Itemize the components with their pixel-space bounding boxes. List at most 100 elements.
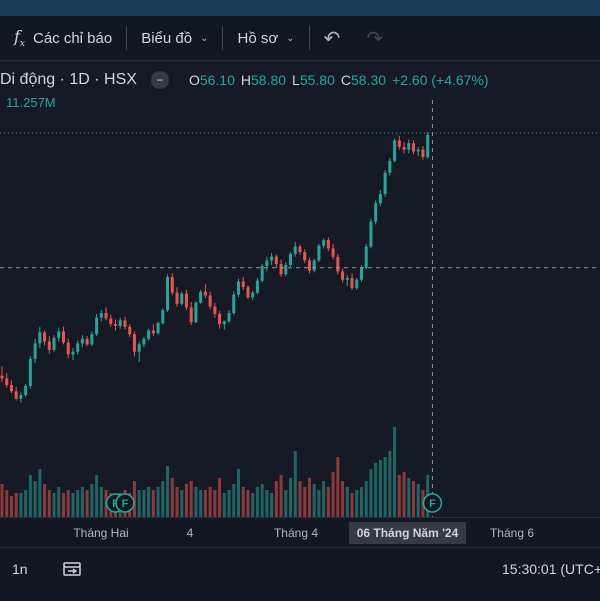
date-range-icon[interactable] <box>62 560 82 578</box>
chevron-down-icon: ⌄ <box>200 32 209 44</box>
candle-body <box>19 395 23 399</box>
profile-menu-label: Hồ sơ <box>237 29 279 47</box>
chart-legend: Di động · 1D · HSX − O 56.10 H 58.80 L 55.8… <box>0 70 489 90</box>
low-value: 55.80 <box>299 72 335 88</box>
candle-body <box>274 256 278 265</box>
volume-bar <box>76 490 80 517</box>
volume-bar <box>331 472 335 517</box>
candle-body <box>345 277 349 280</box>
candle-body <box>9 384 13 392</box>
volume-bar <box>47 490 51 517</box>
candle-body <box>76 343 80 352</box>
volume-bar <box>222 493 226 517</box>
candle-body <box>270 256 274 261</box>
redo-button[interactable]: ↷ <box>360 16 389 60</box>
candle-body <box>156 323 160 334</box>
volume-bar <box>293 451 297 517</box>
candle-body <box>312 260 316 271</box>
undo-icon: ↶ <box>323 27 341 50</box>
chevron-down-icon: ⌄ <box>286 32 295 44</box>
function-icon: fx <box>14 26 25 50</box>
indicators-button[interactable]: fx Các chỉ báo <box>8 16 118 60</box>
volume-bar <box>402 472 406 517</box>
undo-button[interactable]: ↶ <box>318 16 347 60</box>
volume-bar <box>166 466 170 517</box>
candle-body <box>279 264 283 275</box>
volume-bar <box>307 478 311 517</box>
event-marker-label: F <box>429 498 436 510</box>
candle-body <box>241 281 245 288</box>
time-axis[interactable]: Tháng Hai 4 Tháng 4 06 Tháng Năm '24 Thá… <box>0 517 600 548</box>
candle-body <box>33 343 37 360</box>
volume-bar <box>61 493 65 517</box>
candle-body <box>402 146 406 150</box>
candle-body <box>289 253 293 265</box>
candle-body <box>109 318 113 325</box>
high-value: 58.80 <box>251 72 287 88</box>
candle-body <box>189 307 193 323</box>
profile-menu-button[interactable]: Hồ sơ ⌄ <box>231 16 300 60</box>
candle-body <box>28 359 32 386</box>
candle-body <box>246 287 250 298</box>
volume-bar <box>184 484 188 517</box>
candle-body <box>80 338 84 344</box>
candle-body <box>166 276 170 311</box>
chart-menu-button[interactable]: Biểu đồ ⌄ <box>135 16 214 60</box>
volume-bar <box>284 490 288 517</box>
candle-body <box>378 193 382 204</box>
indicators-label: Các chỉ báo <box>33 29 113 47</box>
time-tick: Tháng Hai <box>73 526 129 540</box>
candle-body <box>199 291 203 303</box>
candle-body <box>307 260 311 271</box>
volume-bar <box>161 481 165 517</box>
candle-body <box>184 293 188 308</box>
candle-body <box>47 341 51 350</box>
volume-bar <box>383 457 387 517</box>
range-1y-button[interactable]: 1n <box>12 561 28 577</box>
candle-body <box>336 256 340 272</box>
candle-body <box>90 334 94 345</box>
candle-body <box>412 143 416 152</box>
candle-body <box>104 312 108 319</box>
event-marker[interactable] <box>422 493 443 513</box>
volume-bar <box>142 490 146 517</box>
legend-collapse-button[interactable]: − <box>150 71 169 89</box>
candle-body <box>142 338 146 345</box>
volume-bar <box>336 457 340 517</box>
volume-bar <box>265 490 269 517</box>
candle-body <box>416 149 420 152</box>
candle-body <box>14 391 18 399</box>
volume-bar <box>369 469 373 517</box>
price-chart[interactable]: FFF <box>0 100 600 517</box>
volume-bar <box>232 484 236 517</box>
close-label: C <box>340 72 352 88</box>
candle-body <box>161 310 165 324</box>
candle-body <box>180 293 184 304</box>
candle-body <box>118 320 122 326</box>
volume-bar <box>260 484 264 517</box>
candle-body <box>213 306 217 314</box>
toolbar: fx Các chỉ báo Biểu đồ ⌄ Hồ sơ ⌄ ↶ ↷ <box>0 16 600 61</box>
close-value: 58.30 <box>351 72 387 88</box>
volume-bar <box>407 478 411 517</box>
low-label: L <box>292 72 300 88</box>
candle-body <box>43 332 47 342</box>
candle-body <box>38 332 42 344</box>
time-tick: 4 <box>186 526 194 540</box>
candle-body <box>175 292 179 304</box>
candle-body <box>237 281 240 295</box>
toolbar-divider <box>126 26 128 50</box>
symbol-title: Di động · 1D · HSX <box>0 71 137 88</box>
event-marker[interactable] <box>115 493 135 513</box>
volume-bar <box>378 460 382 517</box>
volume-bar <box>279 475 283 517</box>
clock-timezone[interactable]: 15:30:01 (UTC+ <box>502 561 600 577</box>
candle-body <box>232 294 236 313</box>
volume-bar <box>374 463 378 517</box>
chart-area[interactable] <box>0 61 600 517</box>
volume-bar <box>416 484 420 517</box>
candle-body <box>364 246 368 268</box>
high-label: H <box>240 72 251 88</box>
candle-body <box>170 276 174 293</box>
volume-bar <box>251 493 255 517</box>
